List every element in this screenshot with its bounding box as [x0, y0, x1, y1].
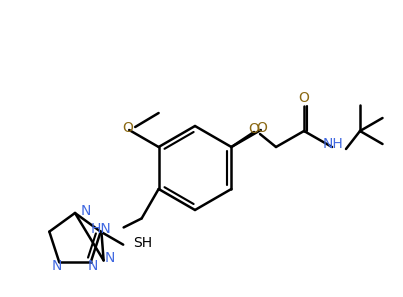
Text: NH: NH — [323, 137, 343, 151]
Text: O: O — [249, 122, 260, 136]
Text: O: O — [123, 121, 134, 135]
Text: N: N — [81, 204, 91, 218]
Text: O: O — [256, 121, 267, 135]
Text: N: N — [52, 259, 62, 273]
Text: HN: HN — [91, 222, 112, 236]
Text: O: O — [299, 91, 310, 105]
Text: N: N — [104, 252, 115, 266]
Text: SH: SH — [133, 236, 152, 250]
Text: N: N — [88, 259, 98, 273]
